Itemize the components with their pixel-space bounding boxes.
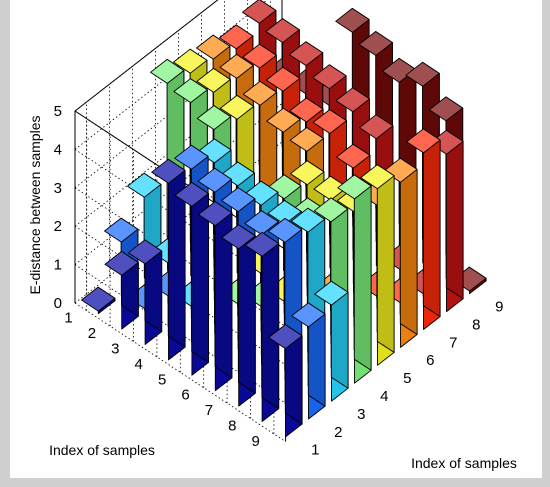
bar-layer — [81, 0, 487, 438]
z-axis-label: E-distance between samples — [27, 116, 43, 295]
col-tick-label: 8 — [472, 316, 480, 333]
bar-r3-c1 — [127, 239, 163, 345]
z-tick-label: 3 — [54, 180, 62, 197]
bar-r9-c7 — [406, 128, 441, 330]
col-tick-label: 6 — [426, 352, 434, 369]
z-tick-label: 5 — [54, 103, 62, 120]
bar-r1-c1 — [81, 286, 116, 315]
row-tick-label: 9 — [252, 433, 260, 450]
col-tick-label: 1 — [311, 442, 319, 459]
col-tick-label: 3 — [357, 406, 365, 423]
axis-frame-line — [74, 0, 219, 112]
bar-r9-c2 — [291, 302, 326, 420]
row-tick-label: 2 — [88, 325, 96, 342]
col-tick-label: 4 — [380, 388, 388, 405]
bar-r9-c4 — [337, 174, 372, 384]
bar-r9-c1 — [268, 324, 303, 438]
bar-r9-c6 — [383, 157, 418, 348]
bar-r8-c1 — [244, 231, 280, 422]
bar-r9-c3 — [314, 280, 349, 402]
row-tick-label: 5 — [158, 371, 166, 388]
z-tick-label: 1 — [54, 257, 62, 274]
col-tick-label: 5 — [403, 370, 411, 387]
row-tick-label: 1 — [64, 310, 72, 327]
bar-r9-c8 — [429, 129, 464, 313]
bar-r2-c1 — [104, 250, 139, 330]
row-tick-label: 3 — [111, 341, 119, 358]
row-tick-label: 4 — [135, 356, 143, 373]
col-tick-label: 7 — [449, 334, 457, 351]
y-axis-label: Index of samples — [411, 455, 517, 471]
bar-r7-c1 — [221, 224, 256, 407]
row-tick-label: 6 — [181, 387, 189, 404]
row-tick-label: 8 — [228, 418, 236, 435]
col-tick-label: 9 — [495, 298, 503, 315]
z-tick-label: 0 — [54, 295, 62, 312]
z-tick-label: 4 — [54, 141, 62, 158]
x-axis-label: Index of samples — [49, 442, 155, 458]
z-tick-label: 2 — [54, 218, 62, 235]
bar-r9-c5 — [360, 164, 395, 366]
col-tick-label: 2 — [334, 424, 342, 441]
bar-r5-c1 — [174, 181, 209, 376]
row-tick-label: 7 — [205, 402, 213, 419]
bar-r4-c1 — [151, 158, 186, 361]
bar-r6-c1 — [198, 201, 233, 392]
